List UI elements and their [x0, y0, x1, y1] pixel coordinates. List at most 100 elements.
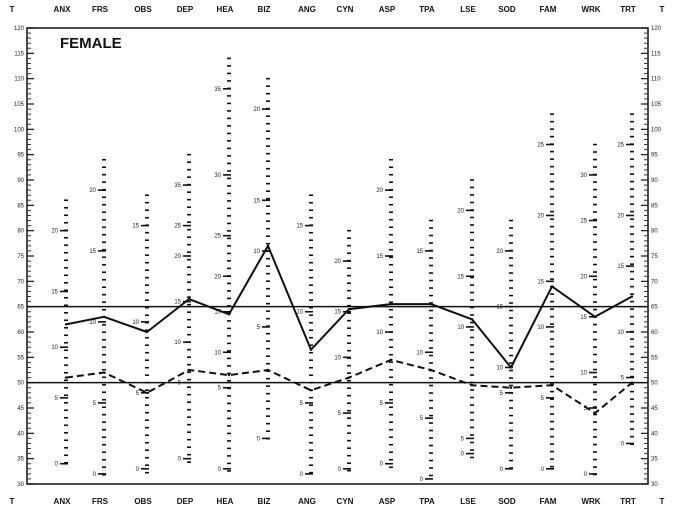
raw-score-label: 0: [500, 467, 504, 473]
left-tick-label: 50: [17, 381, 24, 387]
raw-score-label: 5: [136, 391, 140, 397]
top-category-label-biz: BIZ: [258, 5, 271, 14]
raw-score-label: 5: [500, 391, 504, 397]
raw-score-label: 5: [300, 401, 304, 407]
right-tick-label: 60: [651, 330, 658, 336]
data-point: [266, 244, 270, 248]
bottom-category-label-obs: OBS: [134, 497, 152, 506]
right-tick-label: 110: [651, 77, 661, 83]
data-point: [64, 323, 68, 326]
raw-score-label: 0: [93, 472, 97, 478]
raw-score-label: 20: [214, 274, 221, 280]
raw-score-label: 20: [457, 208, 464, 214]
raw-score-label: 30: [214, 173, 221, 179]
left-tick-label: 75: [17, 254, 24, 260]
raw-score-label: 10: [580, 371, 587, 377]
right-tick-label: 85: [651, 203, 658, 209]
raw-score-label: 0: [55, 462, 59, 468]
data-point: [470, 318, 474, 321]
right-tick-label: 75: [651, 254, 658, 260]
bottom-category-label-biz: BIZ: [258, 497, 271, 506]
data-point: [102, 315, 106, 318]
raw-score-label: 0: [541, 467, 545, 473]
left-tick-label: 110: [14, 77, 24, 83]
left-tick-label: 40: [17, 431, 24, 437]
raw-score-label: 10: [174, 340, 181, 346]
raw-score-label: 25: [214, 234, 221, 240]
raw-score-label: 10: [457, 325, 464, 331]
bottom-category-label-fam: FAM: [540, 497, 557, 506]
data-point: [266, 368, 270, 372]
bottom-category-label-wrk: WRK: [581, 497, 600, 506]
top-category-label-fam: FAM: [540, 5, 557, 14]
raw-score-label: 10: [537, 325, 544, 331]
raw-score-label: 0: [420, 477, 424, 483]
top-axis-t-right: T: [660, 5, 665, 14]
data-point: [389, 358, 393, 362]
data-point: [509, 366, 513, 369]
raw-score-label: 0: [338, 467, 342, 473]
raw-score-label: 15: [334, 310, 341, 316]
data-point: [429, 302, 433, 306]
raw-score-label: 25: [580, 219, 587, 225]
raw-score-label: 15: [132, 224, 139, 230]
raw-score-label: 0: [218, 467, 222, 473]
raw-score-label: 10: [296, 310, 303, 316]
right-tick-label: 40: [651, 431, 658, 437]
raw-score-label: 15: [51, 289, 58, 295]
bottom-category-label-anx: ANX: [54, 497, 72, 506]
right-tick-label: 90: [651, 178, 658, 184]
raw-score-label: 0: [380, 462, 384, 468]
raw-score-label: 10: [496, 365, 503, 371]
right-tick-label: 120: [651, 26, 662, 32]
raw-score-label: 5: [338, 411, 342, 417]
raw-score-label: 0: [621, 441, 625, 447]
bottom-category-label-frs: FRS: [92, 497, 109, 506]
right-tick-label: 70: [651, 279, 658, 285]
raw-score-label: 10: [51, 345, 58, 351]
bottom-category-label-sod: SOD: [498, 497, 516, 506]
right-tick-label: 45: [651, 406, 658, 412]
raw-score-label: 0: [178, 457, 182, 463]
data-point: [630, 381, 634, 384]
right-tick-label: 50: [651, 381, 658, 387]
raw-score-label: 15: [617, 264, 624, 270]
data-point: [389, 302, 393, 306]
data-point: [550, 285, 554, 288]
right-tick-label: 65: [651, 305, 658, 311]
bottom-category-label-ang: ANG: [298, 497, 316, 506]
bottom-category-label-tpa: TPA: [419, 497, 435, 506]
raw-score-label: 5: [380, 401, 384, 407]
raw-score-label: 15: [376, 254, 383, 260]
chart-title: FEMALE: [60, 35, 122, 52]
right-tick-label: 30: [651, 482, 658, 488]
reference-lines: [27, 305, 648, 384]
bottom-axis-t-right: T: [660, 497, 665, 506]
right-tick-label: 115: [651, 51, 661, 57]
raw-score-label: 15: [457, 274, 464, 280]
left-tick-label: 70: [17, 279, 24, 285]
top-category-label-dep: DEP: [177, 5, 194, 14]
top-category-label-frs: FRS: [92, 5, 109, 14]
raw-score-label: 15: [537, 279, 544, 285]
raw-score-label: 5: [257, 325, 261, 331]
data-point: [227, 313, 231, 316]
raw-score-label: 35: [214, 87, 221, 93]
raw-score-label: 15: [416, 249, 423, 255]
raw-score-label: 15: [253, 198, 260, 204]
raw-score-label: 10: [253, 249, 260, 255]
raw-score-label: 20: [537, 213, 544, 219]
raw-score-label: 20: [334, 259, 341, 265]
left-tick-label: 30: [17, 482, 24, 488]
left-tick-label: 115: [14, 51, 24, 57]
raw-score-label: 10: [617, 330, 624, 336]
left-tick-label: 65: [17, 305, 24, 311]
right-tick-label: 100: [651, 127, 662, 133]
data-point: [429, 368, 433, 372]
raw-score-label: 25: [174, 224, 181, 230]
raw-score-label: 15: [496, 305, 503, 311]
top-category-label-lse: LSE: [460, 5, 476, 14]
raw-score-label: 10: [334, 355, 341, 361]
